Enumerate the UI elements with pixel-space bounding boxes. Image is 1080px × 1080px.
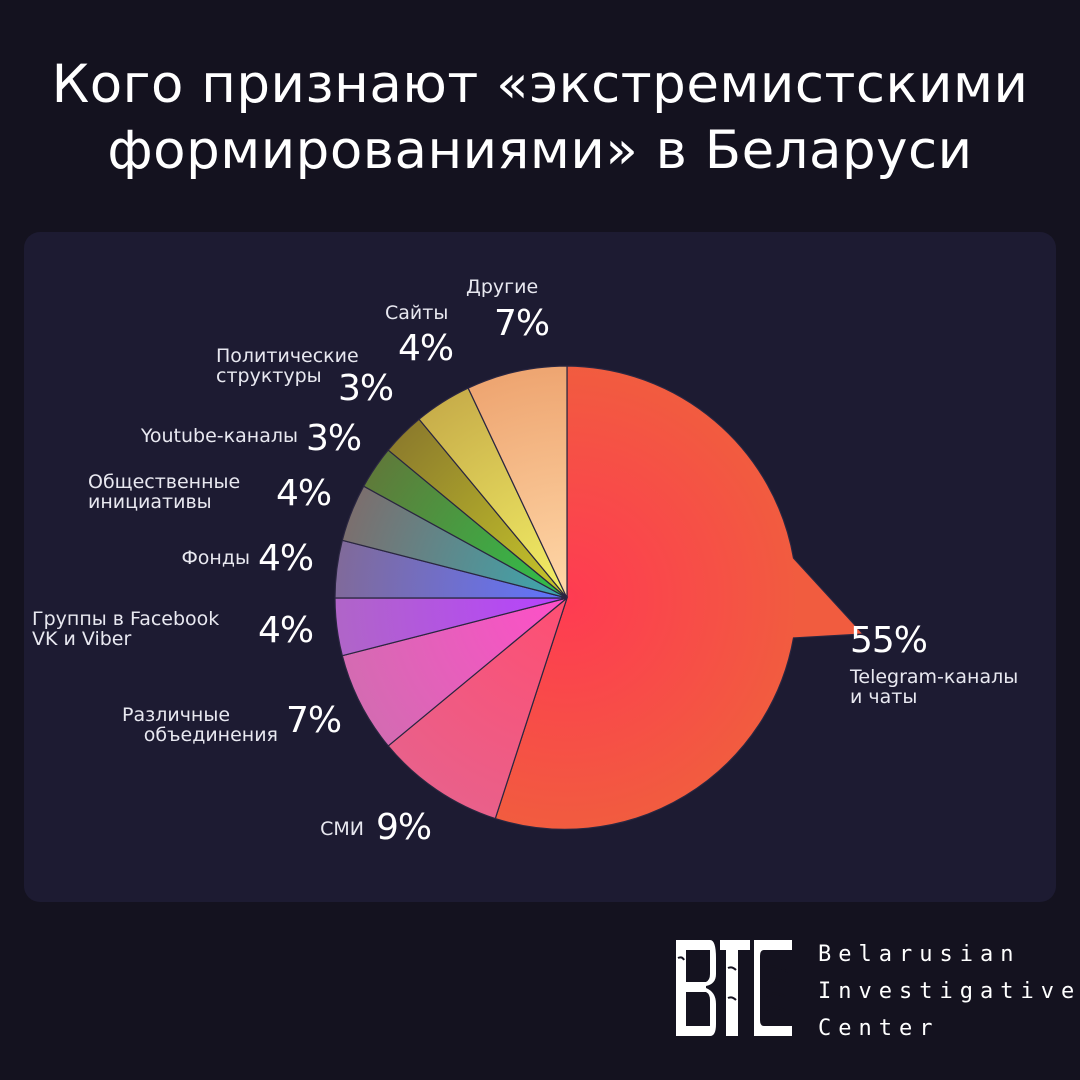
slice-label-line: Различные [122, 704, 231, 726]
slice-value-other: 7% [494, 303, 550, 344]
slice-label-line: Другие [466, 276, 539, 298]
page-title: Кого признают «экстремистскими формирова… [0, 52, 1080, 184]
slice-label-line: инициативы [88, 491, 212, 513]
slice-label-line: Telegram-каналы [850, 666, 1019, 688]
bic-logo-text: Belarusian Investigative Center [818, 936, 1080, 1047]
slice-value-social-groups: 4% [258, 610, 314, 651]
slice-label-line: Фонды [181, 547, 250, 569]
slice-label-sites: Сайты [385, 303, 448, 323]
title-line-1: Кого признают «экстремистскими [51, 54, 1029, 115]
logo-line: Belarusian [818, 942, 1021, 967]
slice-label-line: объединения [143, 724, 278, 746]
slice-label-funds: Фонды [120, 548, 250, 568]
logo-line: Center [818, 1016, 940, 1041]
slice-label-telegram: Telegram-каналы и чаты [850, 667, 1018, 707]
slice-label-political: Политические структуры [216, 346, 359, 386]
logo-line: Investigative [818, 979, 1080, 1004]
slice-label-line: VK и Viber [32, 628, 132, 650]
pie-slice [341, 597, 568, 747]
slice-value-funds: 4% [258, 538, 314, 579]
slice-value-youtube: 3% [306, 418, 362, 459]
pie-slice [387, 596, 569, 820]
slice-label-line: и чаты [850, 686, 918, 708]
slice-value-initiatives: 4% [276, 473, 332, 514]
slice-label-other: Другие [466, 277, 538, 297]
slice-value-associations: 7% [286, 700, 342, 741]
title-line-2: формированиями» в Беларуси [107, 120, 973, 181]
slice-label-associations: Различные объединения [60, 705, 278, 745]
slice-label-line: СМИ [320, 818, 364, 840]
slice-label-line: структуры [216, 365, 322, 387]
slice-label-initiatives: Общественные инициативы [88, 472, 240, 512]
bic-logo-icon [676, 940, 792, 1036]
slice-label-social-groups: Группы в Facebook VK и Viber [32, 609, 219, 649]
slice-label-line: Группы в Facebook [32, 608, 220, 630]
pie-slice [467, 365, 568, 599]
slice-label-line: Youtube-каналы [140, 425, 298, 447]
slice-value-smi: 9% [376, 807, 432, 848]
slice-label-smi: СМИ [250, 819, 364, 839]
slice-label-line: Политические [216, 345, 359, 367]
slice-label-youtube: Youtube-каналы [80, 426, 298, 446]
pie-slice [494, 365, 865, 830]
slice-label-line: Сайты [385, 302, 449, 324]
slice-value-sites: 4% [398, 328, 454, 369]
slice-label-line: Общественные [88, 471, 241, 493]
slice-value-telegram: 55% [850, 620, 928, 661]
slice-value-political: 3% [338, 368, 394, 409]
